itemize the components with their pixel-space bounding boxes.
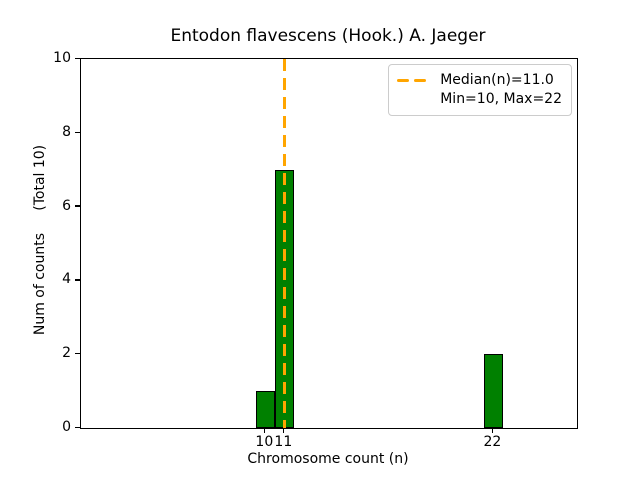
y-tick-10	[75, 57, 80, 60]
median-line	[282, 59, 286, 428]
legend-row-median: Median(n)=11.0	[397, 71, 562, 90]
y-tick-label-6: 6	[62, 197, 71, 214]
y-tick-label-2: 2	[62, 345, 71, 362]
dash-icon	[397, 79, 410, 82]
y-tick-8	[75, 131, 80, 134]
y-tick-label-8: 8	[62, 123, 71, 140]
x-tick-label-10: 10	[255, 434, 274, 450]
y-tick-4	[75, 279, 80, 281]
y-tick-2	[75, 352, 80, 355]
legend-row-minmax: Min=10, Max=22	[397, 90, 562, 109]
legend-label-minmax: Min=10, Max=22	[440, 91, 562, 107]
x-tick-label-11: 11	[274, 434, 293, 450]
bar-x22	[483, 354, 503, 428]
chart-title: Entodon flavescens (Hook.) A. Jaeger	[170, 26, 486, 46]
legend: Median(n)=11.0 Min=10, Max=22	[388, 64, 572, 116]
y-tick-label-4: 4	[62, 271, 71, 288]
bar-x10	[255, 391, 275, 428]
x-tick-10	[263, 428, 266, 433]
y-tick-0	[75, 426, 80, 429]
y-tick-label-10: 10	[53, 50, 71, 66]
dash-icon	[414, 79, 427, 82]
y-axis-label: Num of counts (Total 10)	[32, 144, 48, 336]
y-tick-label-0: 0	[62, 419, 71, 435]
x-tick-11	[282, 428, 285, 433]
x-tick-22	[491, 428, 494, 433]
y-tick-6	[75, 205, 80, 207]
legend-label-median: Median(n)=11.0	[440, 72, 554, 88]
x-axis-label: Chromosome count (n)	[247, 451, 409, 467]
plot-area: Median(n)=11.0 Min=10, Max=22	[80, 58, 578, 429]
x-tick-label-22: 22	[483, 434, 502, 450]
median-dashed-line-sample	[397, 79, 431, 82]
